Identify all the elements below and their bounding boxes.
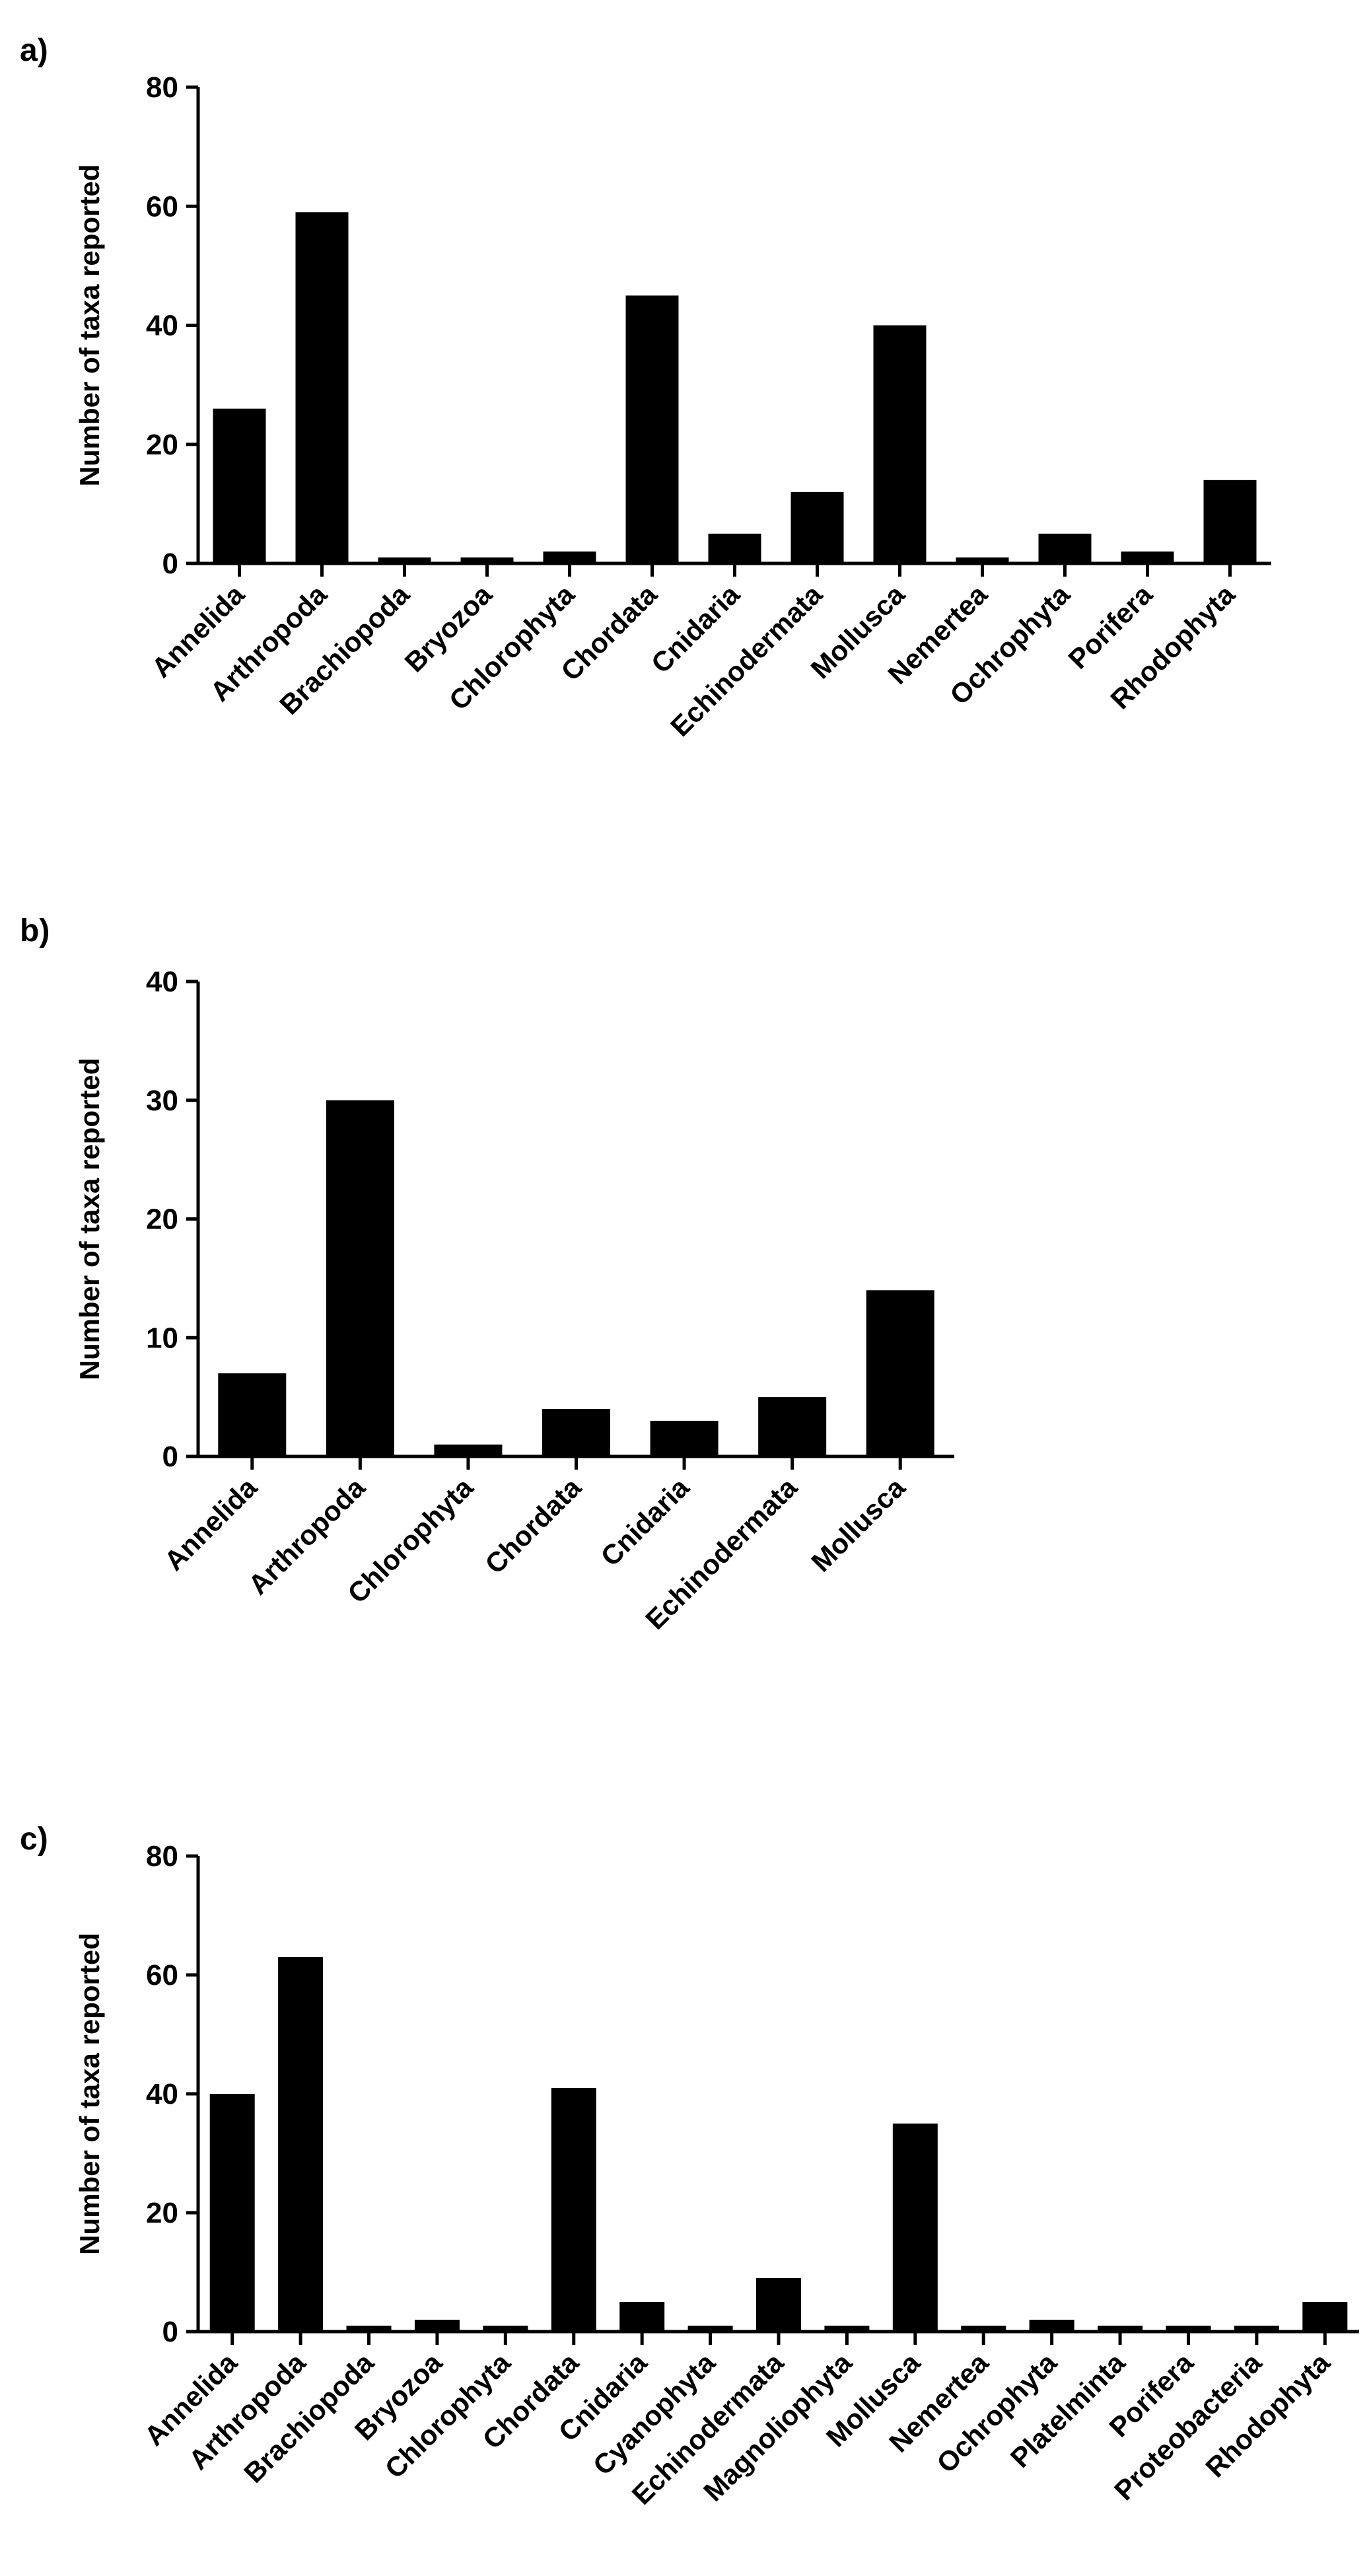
bar-brachiopoda [346,2326,392,2332]
bar-mollusca [873,325,927,563]
bar-bryozoa [414,2320,460,2332]
bar-rhodophyta [1302,2302,1348,2332]
bar-rhodophyta [1203,480,1257,563]
bar-chlorophyta [434,1445,503,1456]
x-tick-label: Cnidaria [594,1472,695,1573]
y-tick-label: 80 [146,71,178,104]
bar-cnidaria [650,1421,719,1456]
bar-mollusca [892,2124,938,2332]
bar-annelida [213,408,266,563]
y-tick-label: 30 [146,1085,178,1117]
bar-arthropoda [278,1957,324,2332]
bar-echinodermata [758,1397,827,1456]
bar-nemertea [961,2326,1006,2332]
bar-chordata [625,295,679,563]
bar-platelminta [1098,2326,1143,2332]
panel-label: a) [20,33,48,68]
bar-porifera [1166,2326,1211,2332]
y-tick-label: 60 [146,190,178,223]
y-tick-label: 40 [146,2078,178,2110]
x-tick-label: Mollusca [805,1472,911,1578]
y-tick-label: 80 [146,1840,178,1873]
panel-label: b) [20,913,50,948]
y-tick-label: 40 [146,966,178,998]
bar-cnidaria [619,2302,665,2332]
bar-cnidaria [708,533,761,563]
bar-chlorophyta [543,551,596,563]
bar-annelida [209,2094,255,2332]
y-tick-label: 10 [146,1322,178,1354]
bar-bryozoa [460,557,514,563]
bar-proteobacteria [1234,2326,1279,2332]
x-tick-label: Chordata [479,1472,587,1580]
y-tick-label: 40 [146,310,178,342]
bar-arthropoda [326,1100,394,1456]
y-tick-label: 0 [162,1441,178,1473]
bar-mollusca [866,1290,934,1456]
bar-chordata [551,2088,596,2332]
x-tick-label: Echinodermata [664,579,828,742]
y-axis-label: Number of taxa reported [74,1058,105,1380]
panel-label: c) [20,1822,48,1857]
bar-chordata [542,1409,610,1456]
bar-nemertea [956,557,1009,563]
bar-ochrophyta [1038,533,1092,563]
y-axis-label: Number of taxa reported [74,164,105,487]
bar-echinodermata [756,2278,801,2332]
y-tick-label: 20 [146,2197,178,2229]
y-tick-label: 0 [162,2316,178,2348]
y-tick-label: 20 [146,429,178,461]
bar-echinodermata [791,491,844,563]
bar-cyanophyta [687,2326,733,2332]
bar-arthropoda [295,212,349,563]
bar-ochrophyta [1029,2320,1074,2332]
bar-chlorophyta [483,2326,528,2332]
bar-brachiopoda [378,557,431,563]
y-axis-label: Number of taxa reported [74,1933,105,2255]
bar-magnoliophyta [824,2326,870,2332]
bar-porifera [1121,551,1174,563]
bar-annelida [218,1373,287,1456]
y-tick-label: 60 [146,1959,178,1991]
x-tick-label: Annelida [158,1472,264,1577]
y-tick-label: 0 [162,548,178,580]
y-tick-label: 20 [146,1203,178,1236]
